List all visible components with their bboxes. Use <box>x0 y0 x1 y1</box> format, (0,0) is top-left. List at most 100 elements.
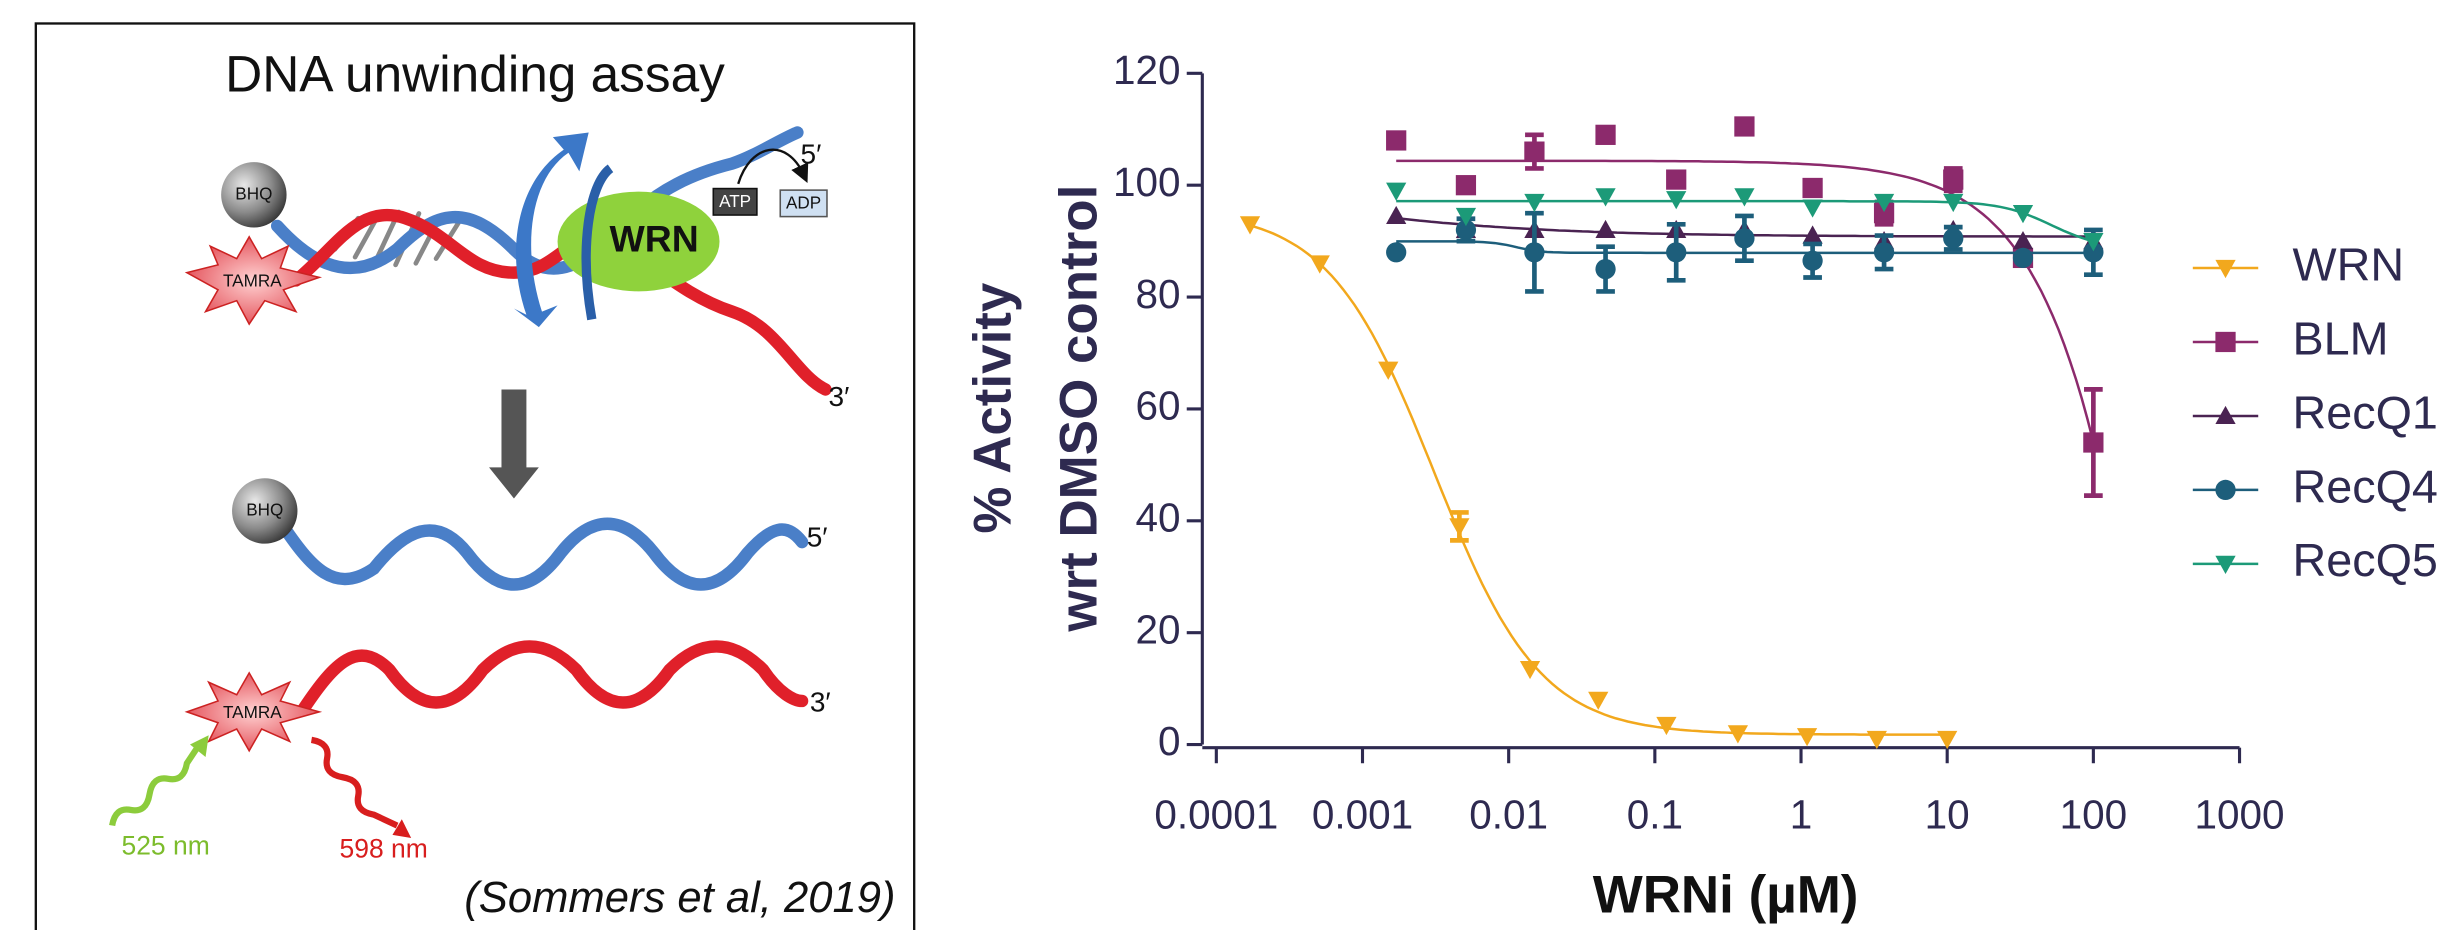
data-point <box>2012 231 2034 250</box>
data-point <box>1873 193 1895 213</box>
legend-label: RecQ4 <box>2292 460 2437 512</box>
data-point <box>1386 242 1407 263</box>
emission-arrowhead <box>392 819 412 838</box>
data-point <box>2012 247 2034 269</box>
data-point <box>1873 242 1895 263</box>
data-point <box>1943 169 1964 190</box>
adp-label: ADP <box>786 193 821 213</box>
fit-curve <box>1249 224 1948 736</box>
data-point <box>2083 242 2104 263</box>
data-point <box>1595 258 1616 280</box>
excitation-wave <box>109 742 202 827</box>
data-point <box>1524 193 1545 213</box>
atp-box <box>712 187 758 216</box>
x-tick-label: 1 <box>1790 791 1813 837</box>
quencher-label: BHQ <box>235 183 272 203</box>
data-point <box>1727 725 1749 744</box>
data-point <box>1386 130 1407 151</box>
data-point <box>1239 216 1261 235</box>
x-tick-label: 10 <box>1925 791 1970 837</box>
excitation-label: 525 nm <box>121 830 209 860</box>
emission-label: 598 nm <box>340 833 428 863</box>
x-tick-label: 0.1 <box>1627 791 1683 837</box>
y-tick-label: 40 <box>1135 495 1180 541</box>
y-tick-label: 100 <box>1113 159 1181 205</box>
legend-label: WRN <box>2292 238 2404 290</box>
fluorophore-label: TAMRA <box>223 271 282 291</box>
data-point <box>1588 691 1609 710</box>
released-fluorophore-label: TAMRA <box>223 702 282 722</box>
data-point <box>1524 141 1545 162</box>
released-end-3-label: 3′ <box>810 686 831 717</box>
data-point <box>1455 207 1477 227</box>
unwinding-arrow-back <box>581 164 614 321</box>
x-tick-label: 0.0001 <box>1154 791 1278 837</box>
legend-marker <box>2215 331 2236 353</box>
y-tick-label: 0 <box>1158 718 1181 764</box>
legend-marker <box>2215 555 2236 575</box>
fluorophore-star <box>184 235 323 326</box>
y-tick-label: 60 <box>1135 383 1180 429</box>
quencher-ball <box>221 162 287 228</box>
data-point <box>1386 182 1407 201</box>
data-point <box>1802 177 1823 199</box>
data-point <box>1656 716 1677 736</box>
data-point <box>1802 250 1823 271</box>
legend-marker <box>2215 479 2236 501</box>
data-point <box>1943 228 1964 249</box>
data-point <box>1873 203 1895 224</box>
x-tick-label: 0.01 <box>1469 791 1548 837</box>
legend-label: RecQ5 <box>2292 534 2437 586</box>
data-point <box>1455 175 1477 196</box>
unwinding-arrow <box>513 132 589 328</box>
data-point <box>2083 233 2104 252</box>
data-point <box>1796 728 1818 747</box>
panel-frame <box>34 22 916 930</box>
data-point <box>1519 660 1541 680</box>
released-red-strand <box>297 640 809 715</box>
data-point <box>1449 518 1470 537</box>
y-tick-label: 80 <box>1135 271 1180 317</box>
x-tick-label: 1000 <box>2195 791 2285 837</box>
released-fluorophore <box>184 671 323 753</box>
diagram-title: DNA unwinding assay <box>225 45 725 103</box>
legend-marker <box>2215 259 2236 279</box>
enzyme <box>557 191 720 292</box>
atp-label: ATP <box>719 191 751 211</box>
released-quencher <box>232 478 298 544</box>
released-quencher-label: BHQ <box>246 499 283 519</box>
diagram-panel: DNA unwinding assay BHQ TAMRA WRN ATP AD… <box>34 22 916 930</box>
data-point <box>1595 188 1616 207</box>
chart: % Activity wrt DMSO control WRNi (µM) 0 2… <box>964 47 2438 925</box>
data-point <box>1666 191 1687 210</box>
citation: (Sommers et al, 2019) <box>464 874 895 922</box>
legend-label: RecQ1 <box>2292 386 2437 438</box>
emission-wave <box>310 736 399 829</box>
data-point <box>1386 205 1407 225</box>
atp-arrow <box>737 148 809 185</box>
adp-box <box>779 189 828 218</box>
y-axis-title: % Activity <box>964 282 1023 534</box>
data-point <box>1524 242 1545 263</box>
data-point <box>1734 116 1755 137</box>
x-axis-title: WRNi (µM) <box>1593 866 1859 925</box>
released-end-5-label: 5′ <box>807 521 828 552</box>
data-point <box>1309 255 1330 274</box>
x-tick-label: 100 <box>2060 791 2128 837</box>
data-point <box>1595 124 1616 145</box>
data-point <box>1595 219 1616 239</box>
data-point <box>1455 219 1477 241</box>
x-tick-label: 0.001 <box>1312 791 1413 837</box>
released-blue-strand <box>274 515 809 591</box>
legend-marker <box>2215 405 2236 425</box>
data-point <box>1734 188 1755 207</box>
data-point <box>1378 361 1399 380</box>
data-point <box>2012 205 2034 224</box>
end-3-label: 3′ <box>829 381 850 412</box>
legend-label: BLM <box>2292 312 2388 364</box>
data-point <box>1666 242 1687 263</box>
data-point <box>1937 730 1958 750</box>
data-point <box>2083 432 2104 453</box>
excitation-arrowhead <box>190 735 209 758</box>
